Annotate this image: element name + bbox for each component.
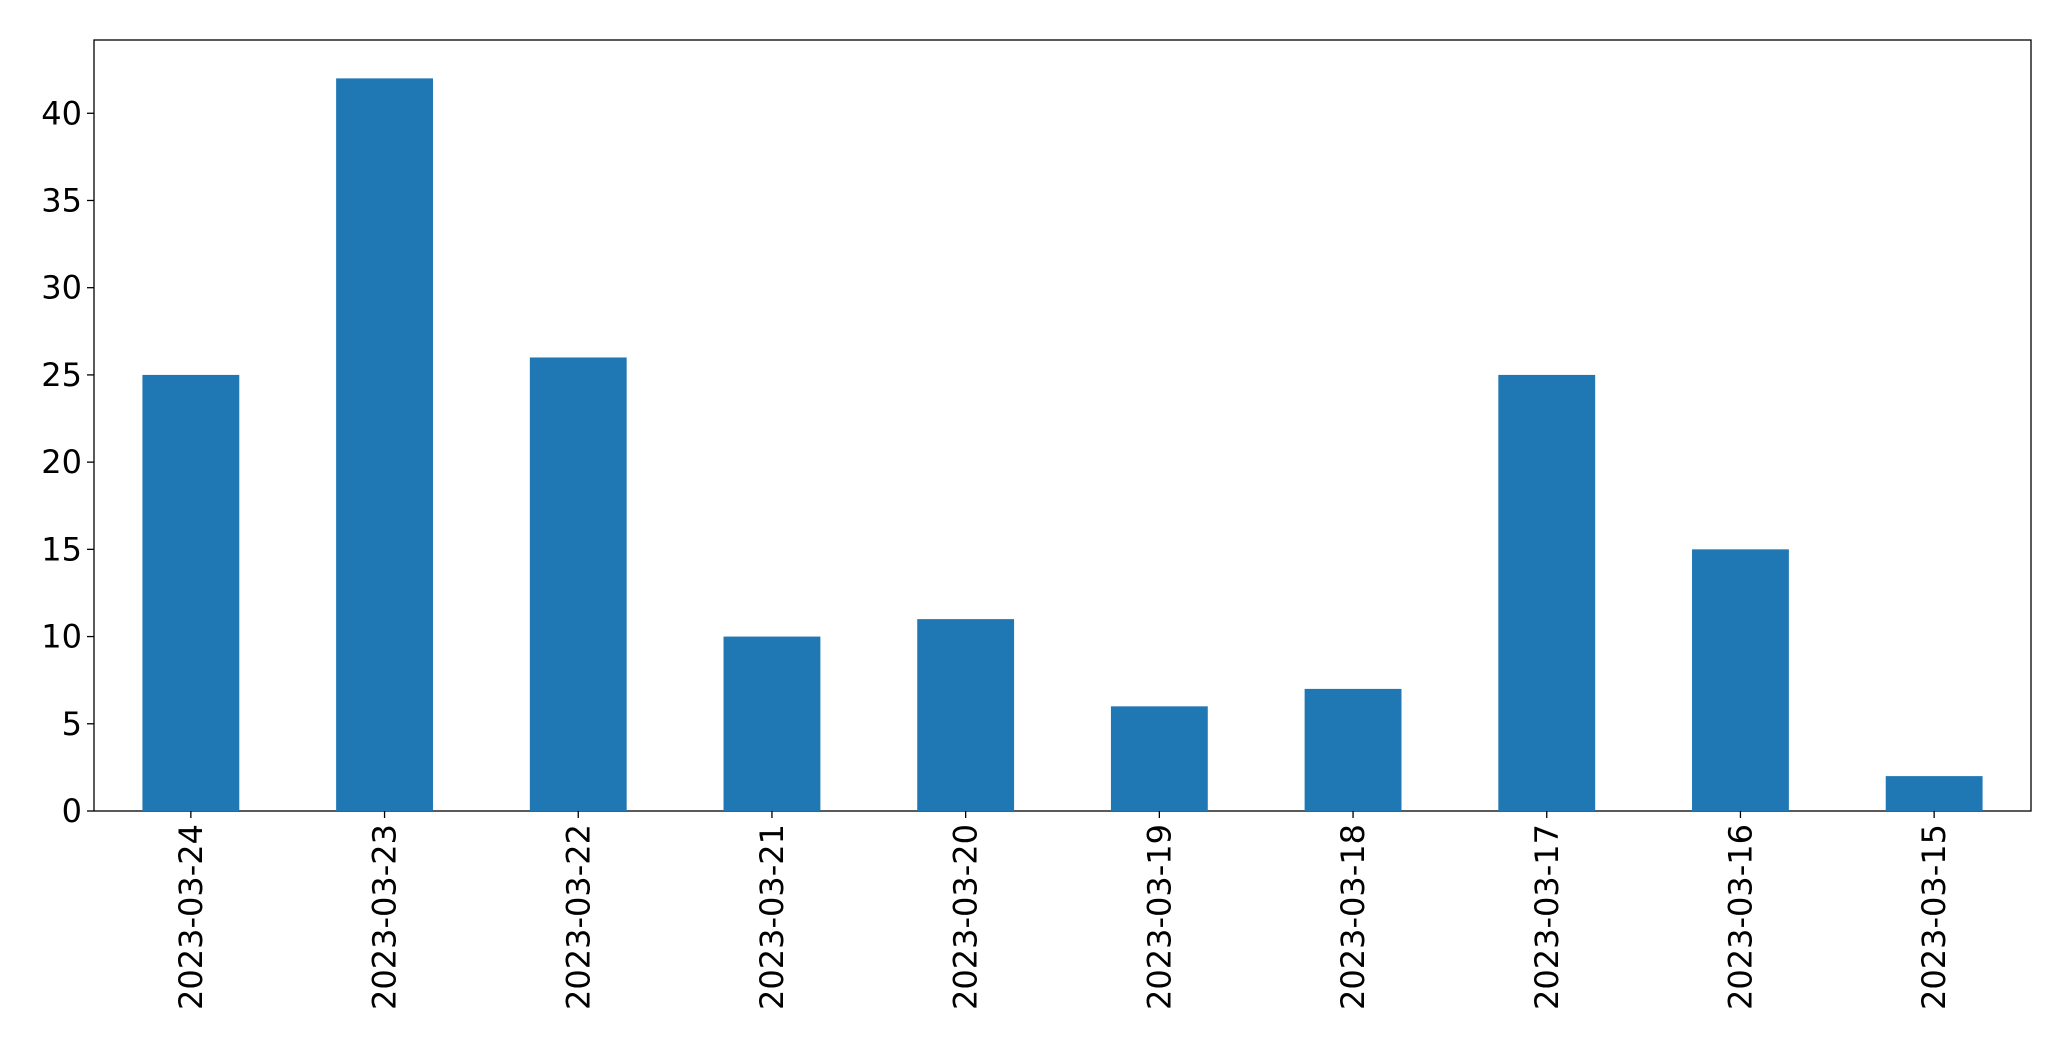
bar [917,619,1015,811]
y-tick-label: 30 [41,269,82,307]
y-tick-label: 5 [62,705,82,743]
bar [142,374,240,811]
bar [1692,549,1789,811]
x-tick-label: 2023-03-23 [366,824,404,1010]
bar [1304,688,1402,811]
x-tick-label: 2023-03-20 [947,824,985,1010]
bar [1110,706,1208,811]
bar [1885,776,1983,811]
y-tick-label: 10 [41,618,82,656]
plot-frame [93,39,2032,812]
bar [336,78,433,812]
bar [723,636,821,811]
x-tick-label: 2023-03-17 [1528,824,1566,1010]
bar [1498,374,1596,811]
y-tick-label: 40 [41,94,82,132]
bar [529,357,627,811]
x-tick-label: 2023-03-18 [1334,824,1372,1010]
y-tick-label: 15 [41,530,82,568]
y-tick-label: 20 [41,443,82,481]
y-tick-label: 0 [62,792,82,830]
x-tick-label: 2023-03-19 [1140,824,1178,1010]
x-tick-label: 2023-03-24 [172,824,210,1010]
x-tick-label: 2023-03-22 [559,824,597,1010]
y-tick-label: 35 [41,181,82,219]
x-tick-label: 2023-03-21 [753,824,791,1010]
x-tick-label: 2023-03-16 [1721,824,1759,1010]
y-tick-label: 25 [41,356,82,394]
x-tick-label: 2023-03-15 [1915,824,1953,1010]
